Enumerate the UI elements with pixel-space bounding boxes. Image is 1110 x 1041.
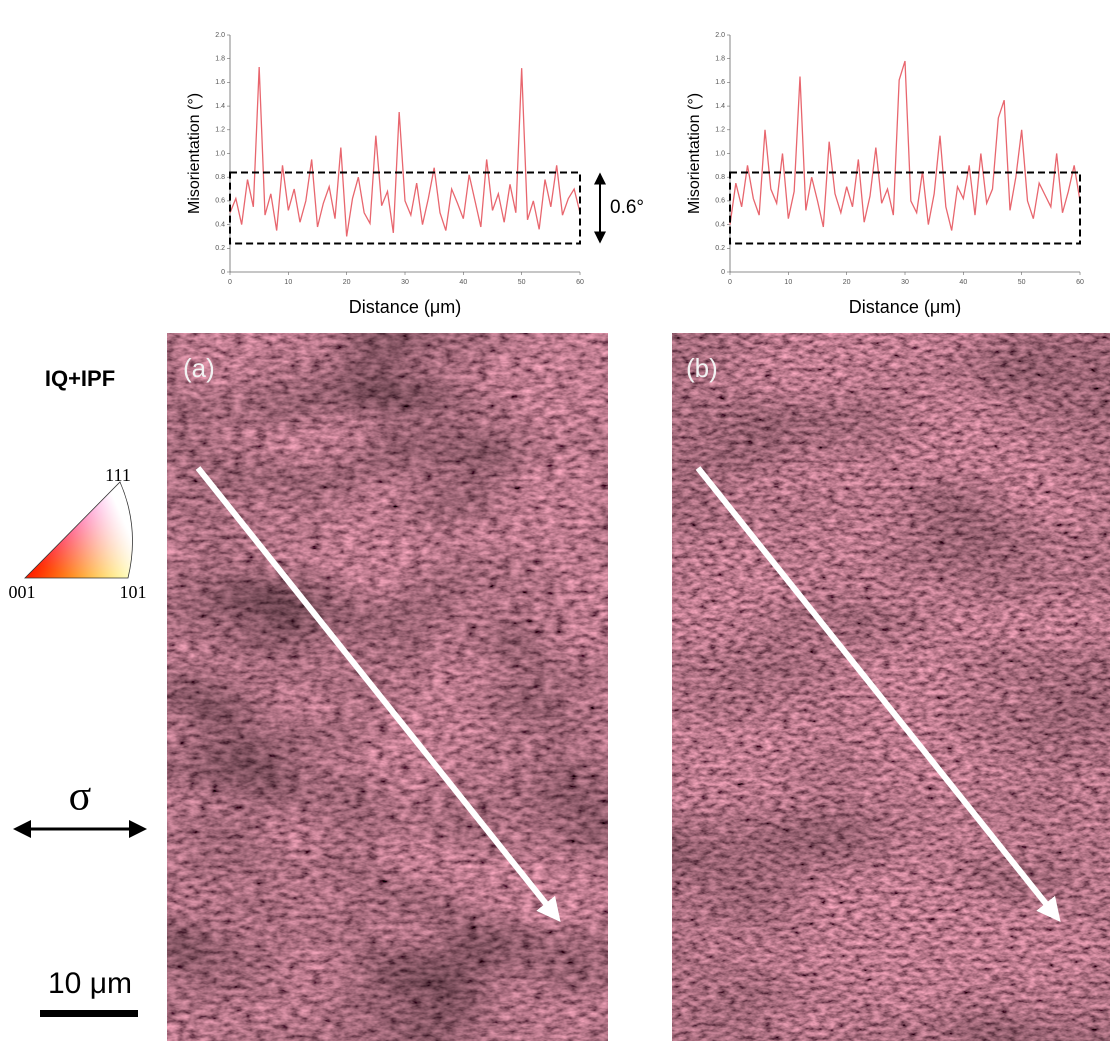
scale-bar-label: 10 μm [48,967,132,1000]
profile-arrow [695,466,1061,923]
y-tick-label: 2.0 [715,32,725,39]
y-tick-label: 0.6 [215,198,225,205]
data-line [229,66,581,237]
y-tick-label: 1.6 [715,79,725,86]
y-tick-label: 2.0 [215,32,225,39]
panel-label: (a) [183,353,215,383]
x-tick-label: 10 [784,279,792,286]
profile-arrow [195,466,561,923]
band-box [229,171,581,245]
x-tick-label: 60 [1076,279,1084,286]
ebsd-map-b [672,333,1110,1041]
y-axis-label: Misorientation (°) [186,93,203,214]
ebsd-map-a [167,333,608,1041]
x-tick-label: 20 [843,279,851,286]
data-line [729,60,1081,231]
y-tick-label: 1.0 [715,150,725,157]
x-tick-label: 0 [228,279,232,286]
x-tick-label: 30 [901,279,909,286]
y-tick-label: 0.4 [215,221,225,228]
panel-label: (b) [686,353,718,383]
x-axis-label: Distance (μm) [349,297,461,317]
ipf-label: 101 [120,582,147,602]
y-tick-label: 1.8 [215,56,225,63]
y-tick-label: 1.0 [215,150,225,157]
x-tick-label: 0 [728,279,732,286]
y-tick-label: 1.8 [715,56,725,63]
stress-label: σ [69,774,92,820]
x-tick-label: 50 [1018,279,1026,286]
y-axis-label: Misorientation (°) [686,93,703,214]
y-tick-label: 1.2 [715,127,725,134]
x-tick-label: 50 [518,279,526,286]
y-tick-label: 0.2 [715,245,725,252]
x-tick-label: 40 [959,279,967,286]
y-tick-label: 0.2 [215,245,225,252]
y-tick-label: 0 [721,269,725,276]
y-tick-label: 1.2 [215,127,225,134]
x-tick-label: 30 [401,279,409,286]
x-tick-label: 10 [284,279,292,286]
x-axis-label: Distance (μm) [849,297,961,317]
band-box [729,171,1081,245]
x-tick-label: 40 [459,279,467,286]
ipf-label: 111 [105,465,131,485]
y-tick-label: 0.4 [715,221,725,228]
map-label: IQ+IPF [45,366,115,391]
band-annotation: 0.6° [610,197,644,218]
ipf-label: 001 [9,582,36,602]
y-tick-label: 0 [221,269,225,276]
x-tick-label: 60 [576,279,584,286]
y-tick-label: 1.4 [215,103,225,110]
x-tick-label: 20 [343,279,351,286]
y-tick-label: 0.8 [715,174,725,181]
y-tick-label: 0.6 [715,198,725,205]
y-tick-label: 1.6 [215,79,225,86]
scale-bar [40,1010,138,1017]
ipf-legend [24,481,133,579]
y-tick-label: 0.8 [215,174,225,181]
y-tick-label: 1.4 [715,103,725,110]
